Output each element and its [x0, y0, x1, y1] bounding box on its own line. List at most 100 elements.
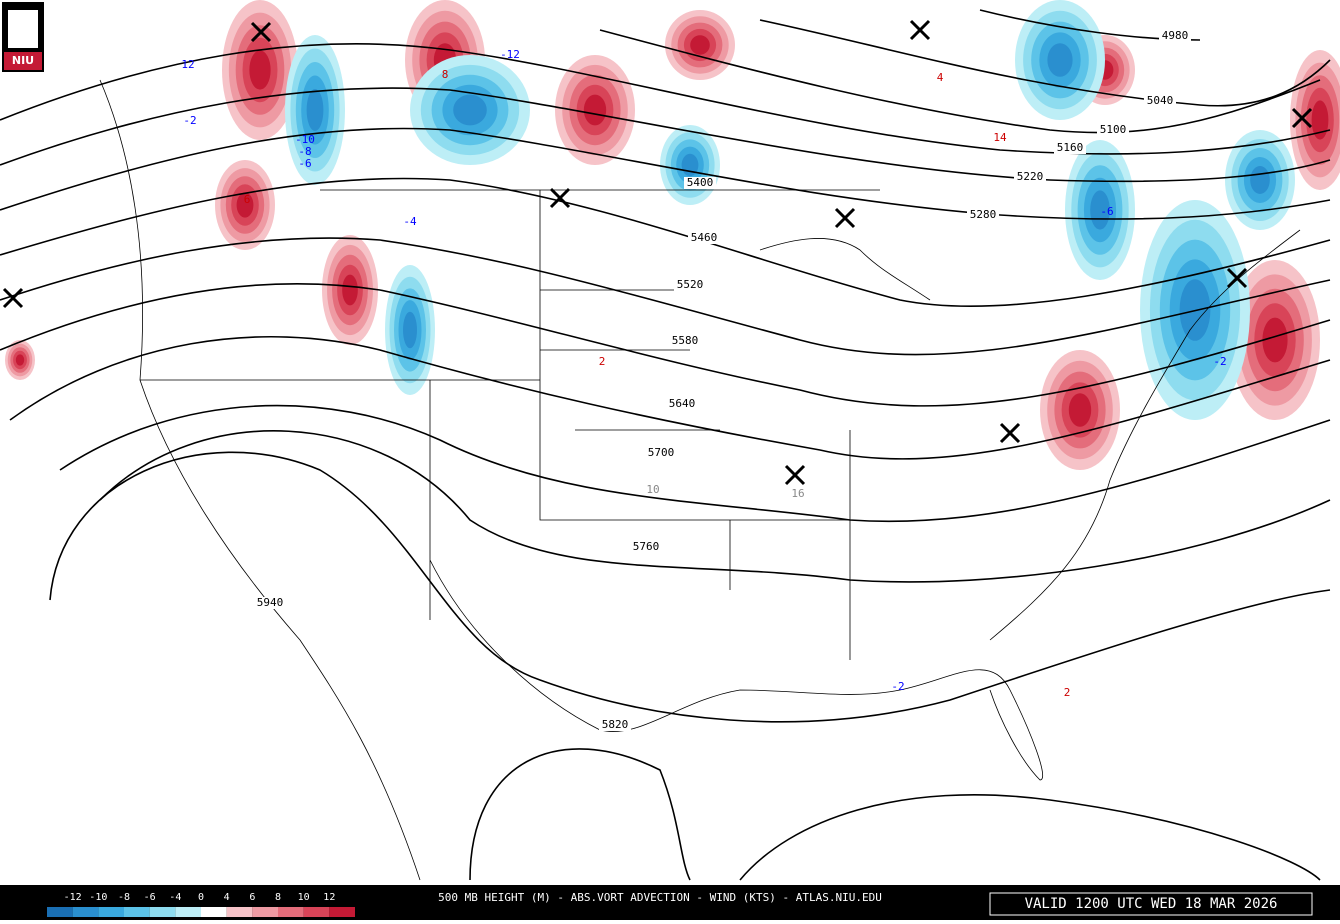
height-label: 5280	[970, 208, 997, 221]
advection-label: -2	[891, 680, 904, 693]
label-bg	[967, 209, 999, 221]
advection-label: -8	[298, 145, 311, 158]
advection-label: -12	[500, 48, 520, 61]
label-bg	[1097, 124, 1129, 136]
advection-label: -6	[298, 157, 311, 170]
label-bg	[1014, 171, 1046, 183]
advection-label: -4	[403, 215, 417, 228]
label-bg	[254, 597, 286, 609]
advection-label: 14	[993, 131, 1007, 144]
colorbar-swatch	[303, 907, 330, 917]
colorbar-label: 8	[275, 892, 281, 903]
label-bg	[666, 398, 698, 410]
advection-label: 16	[791, 487, 804, 500]
colorbar-swatch	[226, 907, 253, 917]
x-mark	[549, 187, 571, 209]
height-label: 5820	[602, 718, 629, 731]
product-title: 500 MB HEIGHT (M) - ABS.VORT ADVECTION -…	[438, 891, 882, 904]
advection-label: -10	[295, 133, 315, 146]
x-mark	[2, 287, 24, 309]
x-mark	[250, 21, 272, 43]
advection-contour	[403, 311, 417, 349]
x-mark	[784, 464, 806, 486]
label-bg	[688, 232, 720, 244]
advection-contour	[1262, 317, 1288, 363]
label-bg	[669, 335, 701, 347]
colorbar-label: -10	[89, 892, 107, 903]
height-label: 5460	[691, 231, 718, 244]
colorbar-label: -4	[169, 892, 181, 903]
logo-text: NIU	[12, 54, 34, 67]
colorbar: -12 -10 -8 -6 -4 0 4 6 8 10 12	[47, 892, 355, 917]
height-label: 5940	[257, 596, 284, 609]
colorbar-swatch	[149, 907, 176, 917]
advection-label: 2	[1064, 686, 1071, 699]
x-mark	[1226, 267, 1248, 289]
colorbar-label: -6	[144, 892, 156, 903]
height-label: 5700	[648, 446, 675, 459]
advection-contour	[690, 35, 710, 55]
logo-building	[8, 10, 38, 48]
colorbar-label: 4	[224, 892, 230, 903]
label-bg	[630, 541, 662, 553]
advection-label: -2	[1213, 355, 1226, 368]
height-label: 5640	[669, 397, 696, 410]
advection-label: -6	[1100, 205, 1113, 218]
height-label: 5100	[1100, 123, 1127, 136]
advection-contour	[1047, 43, 1073, 77]
colorbar-swatch	[201, 907, 227, 917]
label-bg	[1054, 142, 1086, 154]
coastlines	[99, 79, 1301, 881]
colorbar-label: 0	[198, 892, 204, 903]
height-label: 4980	[1162, 29, 1189, 42]
colorbar-swatch	[72, 907, 99, 917]
x-mark	[999, 422, 1021, 444]
colorbar-label: 12	[323, 892, 335, 903]
map-background	[0, 0, 1340, 885]
colorbar-swatch	[329, 907, 355, 917]
height-label: 5580	[672, 334, 699, 347]
advection-label: 8	[442, 68, 449, 81]
colorbar-swatch	[98, 907, 124, 917]
advection-contour	[249, 50, 271, 90]
colorbar-label: 6	[249, 892, 255, 903]
advection-contour	[15, 354, 25, 366]
logo-band	[4, 52, 42, 70]
height-label: 5520	[677, 278, 704, 291]
advection-fields	[5, 0, 1340, 470]
label-bg	[599, 719, 631, 731]
height-label: 5160	[1057, 141, 1084, 154]
advection-contour	[453, 94, 487, 126]
colorbar-label: -12	[64, 892, 82, 903]
advection-label: -2	[183, 114, 196, 127]
advection-label: 6	[244, 193, 251, 206]
x-mark	[1291, 107, 1313, 129]
advection-contour	[1311, 100, 1329, 140]
advection-contour	[306, 89, 324, 131]
advection-label: 4	[937, 71, 944, 84]
vorticity-maxima	[2, 19, 1313, 486]
advection-contour	[1250, 166, 1270, 194]
advection-label: 10	[646, 483, 659, 496]
valid-box	[989, 892, 1313, 916]
colorbar-swatch	[278, 907, 304, 917]
advection-contour	[583, 94, 607, 126]
colorbar-swatch	[47, 907, 73, 917]
colorbar-swatch	[252, 907, 278, 917]
x-mark	[834, 207, 856, 229]
valid-time: VALID 1200 UTC WED 18 MAR 2026	[1025, 896, 1278, 912]
colorbar-label: 10	[298, 892, 310, 903]
x-mark	[909, 19, 931, 41]
height-label: 5040	[1147, 94, 1174, 107]
colorbar-label: -8	[118, 892, 130, 903]
label-bg	[1159, 30, 1191, 42]
logo: NIU	[2, 2, 44, 72]
height-label: 5400	[687, 176, 714, 189]
height-contours	[0, 9, 1331, 881]
label-bg	[645, 447, 677, 459]
label-bg	[674, 279, 706, 291]
height-label: 5220	[1017, 170, 1044, 183]
contour-labels: 4980 5040 5100 5160 5220 5280 5400 5460 5520 5580…	[181, 29, 1227, 731]
